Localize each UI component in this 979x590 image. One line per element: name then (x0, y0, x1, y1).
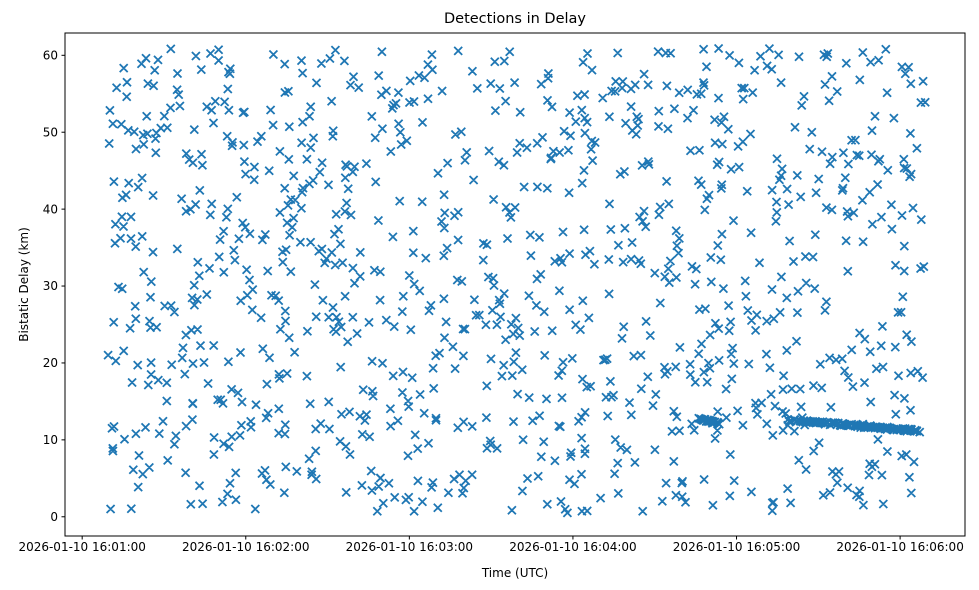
scatter-markers (103, 43, 930, 518)
axes-frame (64, 32, 966, 537)
x-axis-label: Time (UTC) (481, 566, 548, 580)
x-tick-label: 2026-01-10 16:06:00 (836, 540, 963, 554)
y-tick-label: 30 (43, 279, 58, 293)
y-tick-label: 60 (43, 49, 58, 63)
plot-area (103, 43, 930, 518)
y-tick-label: 10 (43, 433, 58, 447)
x-tick-label: 2026-01-10 16:05:00 (673, 540, 800, 554)
x-tick-label: 2026-01-10 16:03:00 (346, 540, 473, 554)
chart-title: Detections in Delay (444, 11, 586, 27)
x-tick-label: 2026-01-10 16:04:00 (509, 540, 636, 554)
y-tick-label: 50 (43, 125, 58, 139)
x-axis-ticks: 2026-01-10 16:01:00 2026-01-10 16:02:00 20… (18, 536, 964, 554)
y-axis-label: Bistatic Delay (km) (17, 227, 31, 342)
y-axis-ticks: 0 10 20 30 40 50 60 (43, 49, 65, 524)
y-tick-label: 0 (50, 510, 58, 524)
y-tick-label: 40 (43, 202, 58, 216)
x-tick-label: 2026-01-10 16:02:00 (182, 540, 309, 554)
y-tick-label: 20 (43, 356, 58, 370)
x-tick-label: 2026-01-10 16:01:00 (18, 540, 145, 554)
